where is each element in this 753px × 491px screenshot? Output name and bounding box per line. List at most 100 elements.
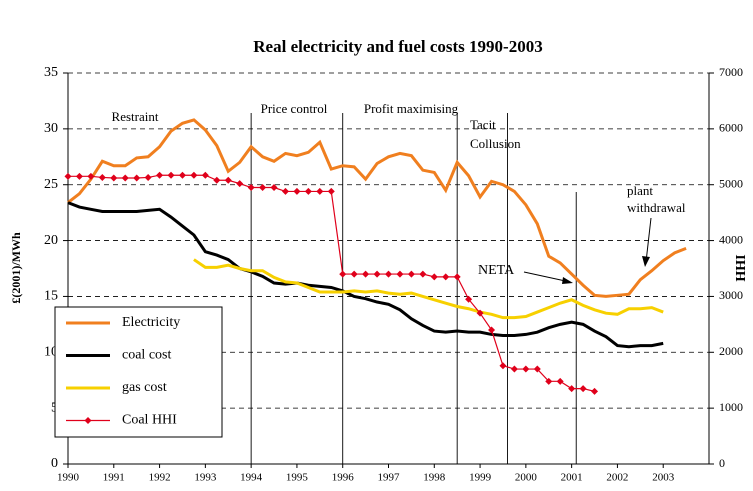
x-tick-label: 1995	[286, 472, 309, 484]
x-tick-label: 2000	[515, 472, 538, 484]
y-tick-label: 25	[44, 177, 58, 192]
annotation: Price control	[261, 101, 328, 116]
marker	[465, 295, 473, 303]
annotation: plant	[627, 183, 653, 198]
marker	[488, 326, 496, 334]
x-tick-label: 1990	[57, 472, 80, 484]
series-line	[193, 258, 664, 320]
marker	[591, 387, 599, 395]
marker	[167, 171, 175, 179]
legend-label: coal cost	[122, 348, 171, 363]
y-tick-label: 0	[51, 456, 58, 471]
marker	[522, 365, 530, 373]
marker	[556, 377, 564, 385]
marker	[407, 270, 415, 278]
marker	[430, 273, 438, 281]
arrow-head	[562, 277, 573, 284]
marker	[144, 173, 152, 181]
y2-tick-label: 2000	[719, 344, 743, 358]
y2-tick-label: 0	[719, 456, 725, 470]
marker	[499, 362, 507, 370]
marker	[247, 184, 255, 192]
legend-label: Coal HHI	[122, 413, 177, 428]
chart-title: Real electricity and fuel costs 1990-200…	[253, 37, 542, 56]
y2-tick-label: 6000	[719, 121, 743, 135]
marker	[350, 270, 358, 278]
marker	[75, 172, 83, 180]
y2-tick-label: 4000	[719, 232, 743, 246]
marker	[373, 270, 381, 278]
marker	[419, 270, 427, 278]
x-tick-label: 2001	[561, 472, 583, 484]
legend-label: Electricity	[122, 315, 180, 330]
marker	[213, 176, 221, 184]
y2-tick-label: 5000	[719, 176, 743, 190]
marker	[568, 385, 576, 393]
legend-label: gas cost	[122, 380, 167, 395]
x-tick-label: 1994	[240, 472, 263, 484]
marker	[316, 187, 324, 195]
annotation: Tacit	[470, 117, 496, 132]
x-tick-label: 1991	[103, 472, 125, 484]
marker	[442, 273, 450, 281]
marker	[293, 187, 301, 195]
x-tick-label: 1992	[149, 472, 171, 484]
legend-box	[54, 306, 223, 438]
marker	[236, 180, 244, 188]
marker	[190, 171, 198, 179]
marker	[133, 174, 141, 182]
y2-axis-label: HHI	[734, 254, 749, 281]
x-tick-label: 1999	[469, 472, 492, 484]
marker	[327, 187, 335, 195]
marker	[110, 174, 118, 182]
marker	[362, 270, 370, 278]
y2-tick-label: 1000	[719, 400, 743, 414]
marker	[121, 174, 129, 182]
marker	[259, 184, 267, 192]
annotation: Restraint	[112, 109, 159, 124]
x-tick-label: 2002	[606, 472, 628, 484]
series-line	[67, 118, 687, 298]
y-tick-label: 20	[44, 233, 58, 248]
x-tick-label: 1996	[332, 472, 355, 484]
y2-tick-label: 3000	[719, 288, 743, 302]
series-line	[67, 201, 664, 349]
marker	[510, 365, 518, 373]
annotation: Profit maximising	[364, 101, 459, 116]
marker	[533, 365, 541, 373]
arrow	[523, 271, 571, 283]
x-tick-label: 1993	[194, 472, 217, 484]
marker	[545, 377, 553, 385]
marker	[156, 171, 164, 179]
x-tick-label: 1997	[378, 472, 401, 484]
annotation: Collusion	[470, 136, 521, 151]
y2-tick-label: 7000	[719, 65, 743, 79]
y-tick-label: 35	[44, 65, 58, 80]
marker	[281, 187, 289, 195]
marker	[396, 270, 404, 278]
marker	[270, 184, 278, 192]
x-tick-label: 2003	[652, 472, 675, 484]
marker	[64, 172, 72, 180]
marker	[579, 385, 587, 393]
marker	[385, 270, 392, 278]
legend-marker	[84, 417, 92, 424]
marker	[224, 176, 232, 184]
marker	[178, 171, 186, 179]
y-tick-label: 30	[44, 121, 58, 136]
marker	[339, 270, 347, 278]
y-tick-label: 15	[44, 289, 58, 304]
marker	[98, 173, 106, 181]
arrow-head	[642, 256, 650, 267]
marker	[453, 273, 461, 281]
annotation: withdrawal	[627, 200, 686, 215]
marker	[87, 172, 95, 180]
marker	[476, 309, 484, 317]
marker	[304, 187, 312, 195]
arrow	[645, 217, 652, 263]
annotation: NETA	[478, 263, 515, 278]
y-axis-label: £(2001)/MWh	[9, 232, 23, 304]
marker	[201, 171, 209, 179]
x-tick-label: 1998	[423, 472, 446, 484]
